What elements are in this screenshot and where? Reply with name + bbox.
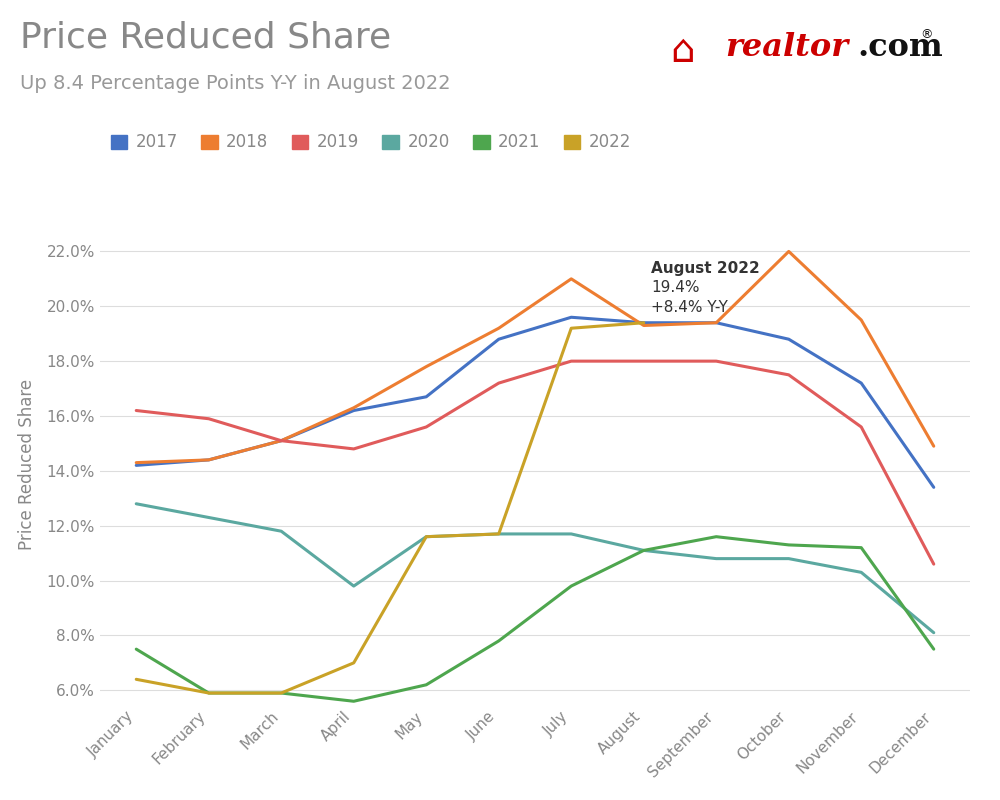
- Text: Up 8.4 Percentage Points Y-Y in August 2022: Up 8.4 Percentage Points Y-Y in August 2…: [20, 74, 451, 93]
- Legend: 2017, 2018, 2019, 2020, 2021, 2022: 2017, 2018, 2019, 2020, 2021, 2022: [104, 126, 638, 158]
- Text: 19.4%: 19.4%: [651, 280, 700, 295]
- Text: +8.4% Y-Y: +8.4% Y-Y: [651, 299, 728, 314]
- Text: ®: ®: [920, 28, 933, 41]
- Text: .com: .com: [857, 32, 943, 63]
- Y-axis label: Price Reduced Share: Price Reduced Share: [18, 378, 36, 550]
- Text: ⌂: ⌂: [670, 32, 695, 70]
- Text: realtor: realtor: [725, 32, 848, 63]
- Text: August 2022: August 2022: [651, 261, 760, 276]
- Text: Price Reduced Share: Price Reduced Share: [20, 20, 391, 54]
